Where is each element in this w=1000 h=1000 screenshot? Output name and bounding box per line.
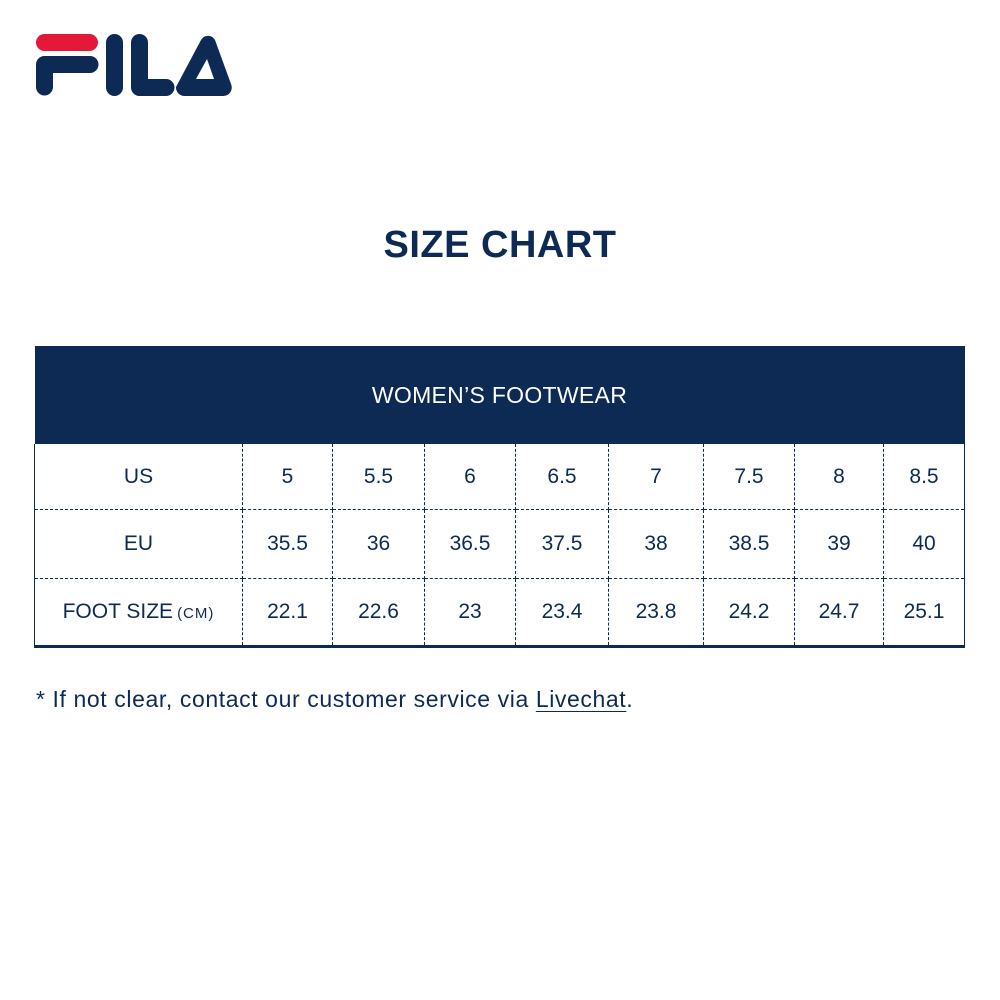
size-cell: 24.2 [703,578,795,648]
row-unit: (CM) [177,605,215,622]
size-cell: 6 [424,444,516,510]
size-cell: 5.5 [332,444,425,510]
page-title: SIZE CHART [383,224,617,266]
size-cell: 23.8 [608,578,704,648]
row-label-text: FOOT SIZE [62,600,174,623]
table-header: WOMEN’S FOOTWEAR [34,346,965,444]
fila-logo [36,34,232,97]
row-label-text: EU [123,532,154,555]
row-label: FOOT SIZE (CM) [34,578,243,648]
size-chart-table: WOMEN’S FOOTWEAR US 5 5.5 6 6.5 7 7.5 8 8.5 EU 35.… [34,346,965,648]
table-row: US 5 5.5 6 6.5 7 7.5 8 8.5 [34,444,965,510]
help-note: * If not clear, contact our customer ser… [36,686,633,713]
row-label: EU [34,509,243,579]
size-cell: 6.5 [515,444,609,510]
size-cell: 36.5 [424,509,516,579]
size-cell: 7 [608,444,704,510]
size-cell: 25.1 [883,578,965,648]
size-cell: 35.5 [242,509,333,579]
size-cell: 24.7 [794,578,884,648]
livechat-link[interactable]: Livechat [535,686,627,712]
note-text: * If not clear, contact our customer ser… [36,686,536,712]
size-cell: 5 [242,444,333,510]
size-cell: 8.5 [883,444,965,510]
row-label-text: US [123,464,154,488]
row-label: US [34,444,243,510]
note-suffix: . [626,686,634,712]
size-cell: 38 [608,509,704,579]
size-cell: 22.1 [242,578,333,648]
size-cell: 7.5 [703,444,795,510]
size-cell: 38.5 [703,509,795,579]
size-cell: 39 [794,509,884,579]
table-row: EU 35.5 36 36.5 37.5 38 38.5 39 40 [34,509,965,579]
size-cell: 37.5 [515,509,609,579]
size-cell: 36 [332,509,425,579]
size-cell: 40 [883,509,965,579]
size-cell: 23 [424,578,516,648]
size-cell: 23.4 [515,578,609,648]
table-row: FOOT SIZE (CM) 22.1 22.6 23 23.4 23.8 24.2 24.7 2… [34,578,965,648]
size-cell: 22.6 [332,578,425,648]
size-cell: 8 [794,444,884,510]
